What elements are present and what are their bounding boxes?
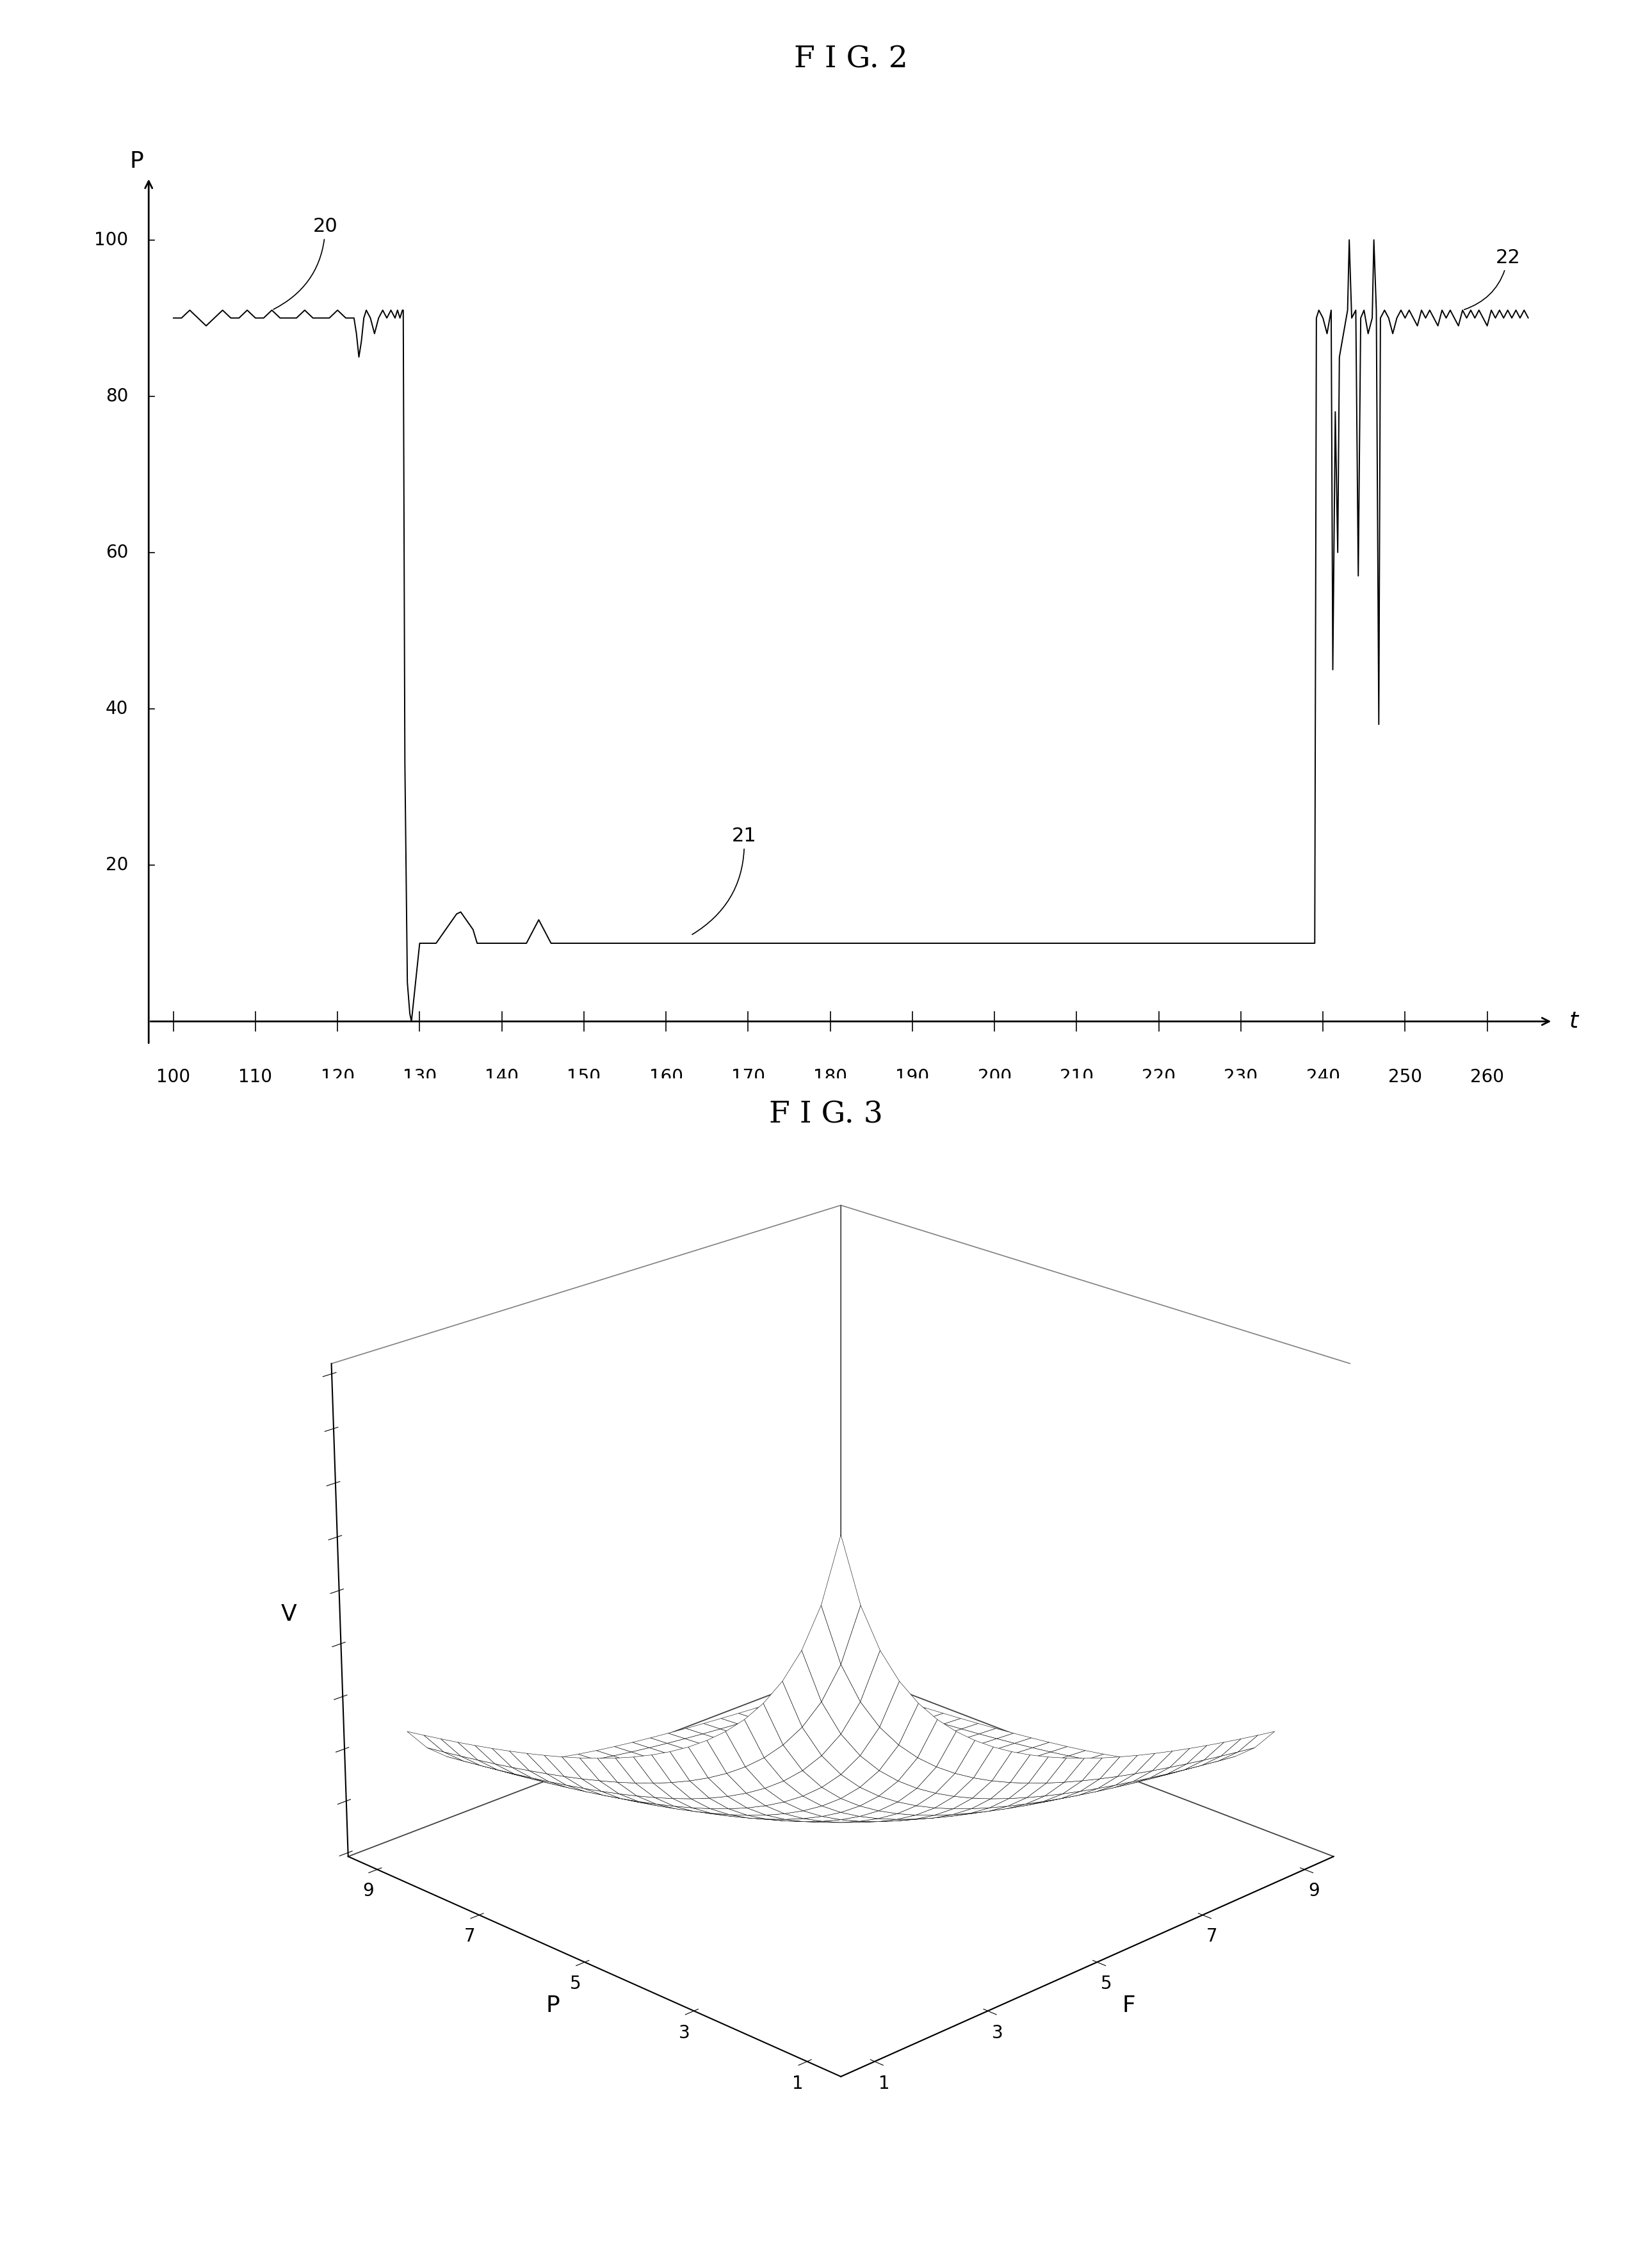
Text: 210: 210 [1059,1067,1094,1085]
Text: 20: 20 [106,856,129,874]
Text: 60: 60 [106,544,129,562]
Text: F I G. 3: F I G. 3 [770,1101,882,1130]
X-axis label: F: F [1122,1995,1135,2016]
Text: 250: 250 [1388,1067,1422,1085]
Text: 260: 260 [1470,1067,1505,1085]
Text: 130: 130 [403,1067,436,1085]
Text: 200: 200 [978,1067,1011,1085]
Text: 240: 240 [1307,1067,1340,1085]
Text: 140: 140 [484,1067,519,1085]
Text: 120: 120 [320,1067,355,1085]
Text: 22: 22 [1464,249,1520,310]
Text: 80: 80 [106,386,129,404]
Text: 100: 100 [94,231,129,249]
Text: 40: 40 [106,699,129,717]
Text: F I G. 2: F I G. 2 [795,45,907,74]
Text: 100: 100 [157,1067,190,1085]
Text: 170: 170 [732,1067,765,1085]
Text: 21: 21 [692,827,757,935]
Text: 20: 20 [274,218,337,310]
Text: 160: 160 [649,1067,682,1085]
Text: 190: 190 [895,1067,930,1085]
Text: 110: 110 [238,1067,273,1085]
Text: t: t [1569,1011,1578,1031]
Text: P: P [129,151,144,173]
Text: 220: 220 [1142,1067,1176,1085]
Text: 180: 180 [813,1067,847,1085]
Text: 230: 230 [1224,1067,1257,1085]
Text: 150: 150 [567,1067,601,1085]
Y-axis label: P: P [545,1995,560,2016]
